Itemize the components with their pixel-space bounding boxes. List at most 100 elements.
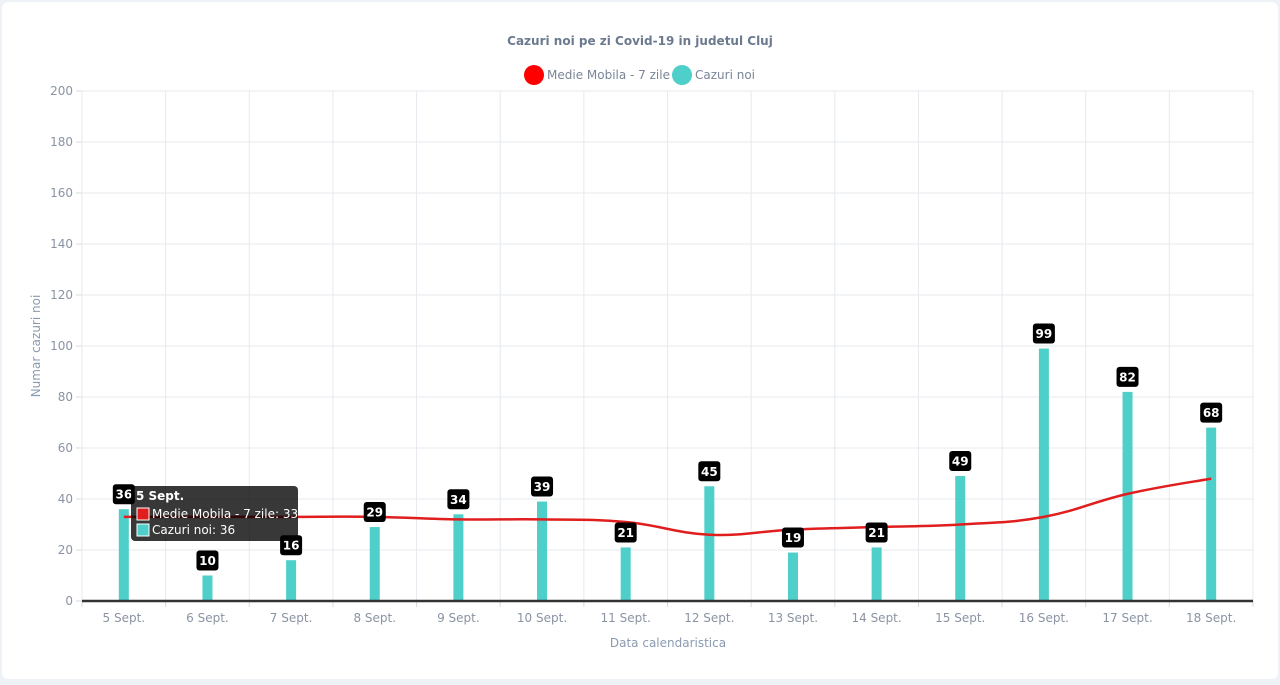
x-tick-label: 11 Sept. — [601, 611, 651, 625]
data-label: 10 — [196, 550, 219, 571]
moving-average-point[interactable] — [706, 532, 712, 538]
data-label-value: 39 — [534, 480, 551, 494]
data-label: 68 — [1200, 402, 1223, 423]
tooltip-swatch-new-cases — [136, 523, 150, 537]
y-tick-label: 100 — [50, 339, 73, 353]
data-label-value: 34 — [450, 493, 467, 507]
data-label-box — [698, 461, 721, 482]
x-tick-label: 9 Sept. — [437, 611, 480, 625]
bar-18-sept[interactable] — [1206, 427, 1217, 601]
data-label-box — [196, 550, 219, 571]
bar-14-sept[interactable] — [871, 547, 882, 601]
data-label: 49 — [949, 451, 972, 472]
x-axis-ticks: 5 Sept. 6 Sept. 7 Sept. 8 Sept. 9 Sept. 10 Se… — [103, 611, 1237, 625]
data-labels: 36 10 16 29 34 39 21 45 19 21 49 99 82 68 — [112, 323, 1223, 571]
y-tick-label: 80 — [58, 390, 73, 404]
data-label: 39 — [531, 476, 554, 497]
data-label: 36 — [112, 484, 135, 505]
tooltip-title: 5 Sept. — [136, 489, 184, 503]
chart-title: Cazuri noi pe zi Covid-19 in judetul Clu… — [507, 34, 773, 48]
bar-12-sept[interactable] — [704, 486, 715, 601]
moving-average-point[interactable] — [455, 516, 461, 522]
x-tick-label: 6 Sept. — [186, 611, 229, 625]
y-axis-ticks: 0 20 40 60 80 100 120 140 160 180 200 — [50, 84, 73, 608]
legend-label-moving-average: Medie Mobila - 7 zile — [547, 68, 670, 82]
data-label-box — [1032, 323, 1055, 344]
data-label-box — [447, 489, 470, 510]
bar-7-sept[interactable] — [286, 560, 297, 601]
data-label-value: 49 — [952, 455, 969, 469]
x-tick-label: 15 Sept. — [935, 611, 985, 625]
y-tick-label: 0 — [65, 594, 73, 608]
data-label: 21 — [614, 522, 637, 543]
bar-16-sept[interactable] — [1038, 348, 1049, 601]
legend-item-new-cases[interactable]: Cazuri noi — [672, 65, 755, 85]
y-tick-label: 20 — [58, 543, 73, 557]
bar-9-sept[interactable] — [453, 514, 464, 601]
x-tick-label: 17 Sept. — [1102, 611, 1152, 625]
data-label-box — [865, 522, 888, 543]
data-label: 82 — [1116, 366, 1139, 387]
moving-average-point[interactable] — [1125, 491, 1131, 497]
bar-13-sept[interactable] — [787, 552, 798, 601]
legend-item-moving-average[interactable]: Medie Mobila - 7 zile — [524, 65, 670, 85]
moving-average-point[interactable] — [1041, 514, 1047, 520]
data-label-value: 99 — [1036, 327, 1053, 341]
moving-average-path[interactable] — [123, 477, 1212, 537]
y-tick-label: 120 — [50, 288, 73, 302]
bar-5-sept[interactable] — [118, 509, 129, 601]
data-label-value: 82 — [1119, 370, 1136, 384]
moving-average-point[interactable] — [121, 514, 127, 520]
y-tick-label: 60 — [58, 441, 73, 455]
x-tick-label: 7 Sept. — [270, 611, 313, 625]
data-label: 19 — [781, 527, 804, 548]
data-label-value: 29 — [366, 506, 383, 520]
data-label-box — [949, 451, 972, 472]
data-label-value: 16 — [283, 539, 300, 553]
moving-average-point[interactable] — [957, 522, 963, 528]
legend-swatch-new-cases — [672, 65, 692, 85]
data-label-box — [1200, 402, 1223, 423]
data-label: 29 — [363, 502, 386, 523]
bar-6-sept[interactable] — [202, 575, 213, 602]
data-label-box — [112, 484, 135, 505]
data-label-value: 10 — [199, 554, 216, 568]
x-tick-label: 12 Sept. — [684, 611, 734, 625]
data-label: 21 — [865, 522, 888, 543]
x-tick-label: 14 Sept. — [851, 611, 901, 625]
data-label-box — [614, 522, 637, 543]
tooltip-swatch-moving-average — [136, 507, 150, 521]
data-label-box — [781, 527, 804, 548]
data-label-value: 36 — [115, 488, 132, 502]
y-tick-label: 140 — [50, 237, 73, 251]
bar-10-sept[interactable] — [537, 501, 548, 601]
moving-average-point[interactable] — [1208, 476, 1214, 482]
x-tick-label: 16 Sept. — [1019, 611, 1069, 625]
x-tick-label: 10 Sept. — [517, 611, 567, 625]
data-label-box — [363, 502, 386, 523]
y-axis-title: Numar cazuri noi — [29, 295, 43, 398]
data-label-value: 68 — [1203, 406, 1220, 420]
data-label: 99 — [1032, 323, 1055, 344]
legend-label-new-cases: Cazuri noi — [695, 68, 755, 82]
data-label-value: 45 — [701, 465, 718, 479]
data-label-box — [531, 476, 554, 497]
bar-11-sept[interactable] — [620, 547, 631, 601]
y-tick-label: 40 — [58, 492, 73, 506]
x-tick-label: 5 Sept. — [103, 611, 146, 625]
data-label-value: 21 — [868, 526, 885, 540]
data-label-value: 21 — [617, 526, 634, 540]
moving-average-point[interactable] — [539, 516, 545, 522]
bar-15-sept[interactable] — [955, 476, 966, 601]
data-label-box — [1116, 366, 1139, 387]
bar-8-sept[interactable] — [369, 527, 380, 601]
tooltip-item-moving-average: Medie Mobila - 7 zile: 33 — [152, 507, 298, 521]
y-tick-label: 180 — [50, 135, 73, 149]
legend-swatch-moving-average — [524, 65, 544, 85]
tooltip-item-new-cases: Cazuri noi: 36 — [152, 523, 235, 537]
data-label: 34 — [447, 489, 470, 510]
data-label: 45 — [698, 461, 721, 482]
bar-17-sept[interactable] — [1122, 391, 1133, 601]
tooltip: 5 Sept. Medie Mobila - 7 zile: 33 Cazuri… — [131, 486, 298, 541]
data-label-value: 19 — [785, 531, 802, 545]
